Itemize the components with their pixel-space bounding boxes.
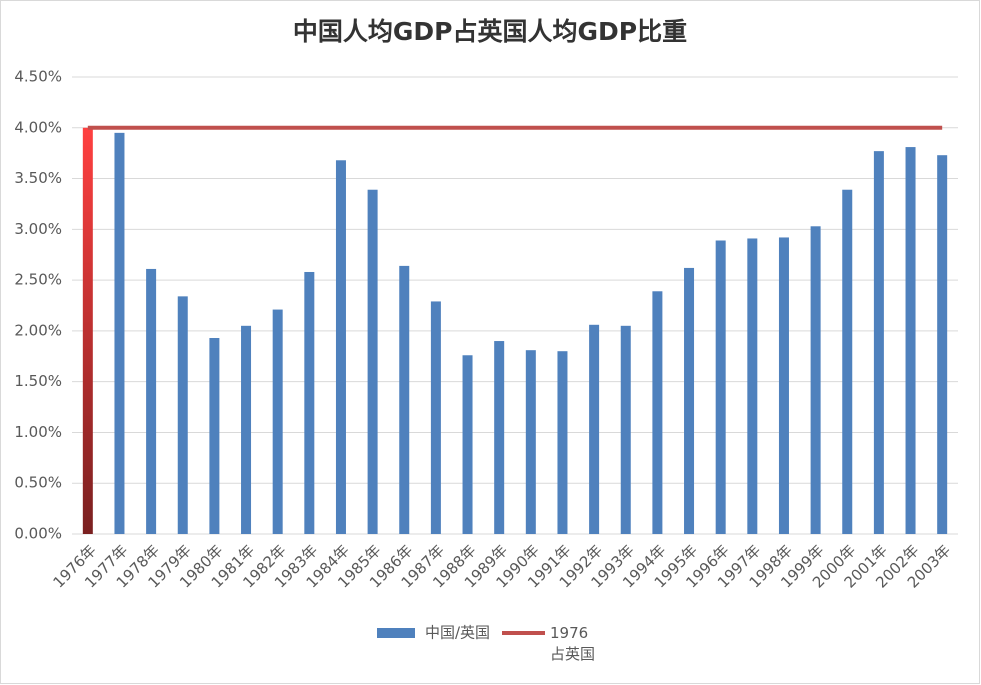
y-tick-label: 1.50%	[14, 372, 62, 390]
bar	[652, 291, 663, 534]
bar	[146, 268, 157, 534]
bar	[589, 324, 600, 534]
bar	[747, 238, 758, 534]
y-tick-label: 3.50%	[14, 169, 62, 187]
y-tick-label: 0.50%	[14, 474, 62, 492]
bar	[525, 350, 536, 534]
bar	[430, 301, 441, 534]
bar	[715, 240, 726, 534]
legend-swatch	[377, 628, 415, 638]
bar	[304, 271, 315, 534]
bar	[557, 351, 568, 534]
y-tick-label: 1.00%	[14, 423, 62, 441]
bar	[873, 151, 884, 534]
legend-label: 1976 占英国	[550, 624, 595, 663]
bar	[684, 267, 695, 534]
legend-label: 中国/英国	[425, 624, 490, 642]
y-tick-label: 4.00%	[14, 118, 62, 136]
bar	[209, 337, 220, 534]
bar	[842, 189, 853, 534]
bar	[177, 296, 188, 534]
bar	[82, 127, 93, 535]
y-tick-label: 3.00%	[14, 220, 62, 238]
bar	[462, 355, 473, 534]
bar	[272, 309, 283, 534]
bar	[778, 237, 789, 535]
bar	[335, 160, 346, 534]
bar	[494, 341, 505, 534]
bar	[114, 132, 125, 534]
bar	[937, 155, 948, 534]
y-tick-label: 2.50%	[14, 271, 62, 289]
y-tick-label: 4.50%	[14, 68, 62, 86]
bar	[810, 226, 821, 534]
chart-title: 中国人均GDP占英国人均GDP比重	[293, 17, 687, 46]
bar	[367, 189, 378, 534]
y-tick-label: 2.00%	[14, 321, 62, 339]
legend-label-line: 1976	[550, 624, 588, 642]
bar	[620, 325, 631, 534]
bar	[905, 147, 916, 534]
bar	[241, 325, 252, 534]
legend-label-line: 占英国	[550, 645, 595, 663]
bar	[399, 265, 410, 534]
y-tick-label: 0.00%	[14, 525, 62, 543]
